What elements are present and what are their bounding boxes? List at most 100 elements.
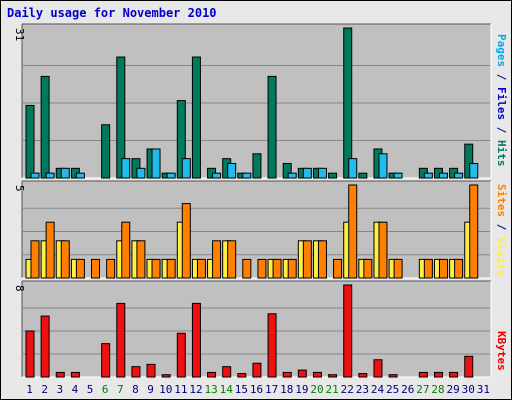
sites-visits-bar-sites-day-27 (423, 258, 433, 279)
kbytes-bar-kbytes-day-3 (55, 371, 65, 378)
pages-files-hits-bar-files-day-2 (45, 172, 55, 179)
pages-files-hits-bar-hits-day-6 (101, 124, 111, 179)
sites-visits-legend-part: / (495, 217, 508, 237)
x-tick-label-day-24: 24 (371, 383, 385, 396)
x-tick-label-day-18: 18 (280, 383, 293, 396)
x-tick-label-day-17: 17 (265, 383, 278, 396)
x-tick-label-day-5: 5 (87, 383, 94, 396)
sites-visits-bar-sites-day-17 (272, 258, 282, 279)
kbytes-bar-kbytes-day-1 (25, 330, 35, 378)
pages-files-hits-bar-files-day-14 (227, 162, 237, 179)
sites-visits-bar-sites-day-2 (45, 221, 55, 279)
kbytes-bar-kbytes-day-12 (191, 302, 201, 378)
pages-files-hits-bar-hits-day-16 (252, 153, 262, 179)
pages-files-hits-bar-files-day-28 (438, 172, 448, 179)
pages-files-hits-bar-files-day-3 (60, 167, 70, 179)
sites-visits-legend: Sites / Visits (495, 184, 508, 277)
x-tick-label-day-6: 6 (102, 383, 109, 396)
pages-files-hits-bar-files-day-20 (317, 167, 327, 179)
pages-files-hits-legend: Pages / Files / Hits (495, 34, 508, 167)
kbytes-bar-kbytes-day-27 (418, 371, 428, 378)
x-tick-label-day-14: 14 (220, 383, 234, 396)
kbytes-bar-kbytes-day-18 (282, 371, 292, 378)
kbytes-plot-area (22, 281, 491, 377)
kbytes-bar-kbytes-day-13 (207, 371, 217, 378)
x-tick-label-day-8: 8 (132, 383, 139, 396)
pages-files-hits-bar-hits-day-21 (328, 172, 338, 179)
x-tick-label-day-3: 3 (57, 383, 64, 396)
sites-visits-bar-sites-day-15 (242, 258, 252, 279)
sites-visits-bar-sites-day-18 (287, 258, 297, 279)
kbytes-bar-kbytes-day-8 (131, 366, 141, 378)
sites-visits-bar-sites-day-19 (302, 240, 312, 279)
kbytes-bar-kbytes-day-28 (433, 371, 443, 378)
x-tick-label-day-9: 9 (147, 383, 154, 396)
x-tick-label-day-20: 20 (310, 383, 323, 396)
kbytes-legend: KBytes (495, 331, 508, 371)
pages-files-hits-bar-hits-day-7 (116, 56, 126, 179)
x-tick-label-day-12: 12 (189, 383, 202, 396)
x-tick-label-day-19: 19 (295, 383, 308, 396)
kbytes-bar-kbytes-day-25 (388, 374, 398, 378)
kbytes-bar-kbytes-day-7 (116, 302, 126, 378)
kbytes-bar-kbytes-day-9 (146, 363, 156, 378)
pages-files-hits-legend-part: / (495, 120, 508, 140)
x-tick-label-day-30: 30 (462, 383, 475, 396)
kbytes-bar-kbytes-day-10 (161, 374, 171, 378)
pages-files-hits-bar-files-day-8 (136, 167, 146, 179)
pages-files-hits-bar-hits-day-17 (267, 75, 277, 179)
pages-files-hits-bar-hits-day-22 (343, 27, 353, 179)
sites-visits-bar-sites-day-7 (121, 221, 131, 279)
kbytes-bar-kbytes-day-2 (40, 315, 50, 378)
kbytes-bar-kbytes-day-11 (176, 332, 186, 378)
pages-files-hits-bar-files-day-7 (121, 158, 131, 179)
kbytes-bar-kbytes-day-20 (312, 371, 322, 378)
sites-visits-bar-sites-day-1 (30, 240, 40, 279)
pages-files-hits-bar-files-day-19 (302, 167, 312, 179)
kbytes-bar-kbytes-day-17 (267, 313, 277, 378)
kbytes-bar-kbytes-day-29 (449, 371, 459, 378)
pages-files-hits-bar-files-day-27 (423, 172, 433, 179)
sites-visits-bar-sites-day-10 (166, 258, 176, 279)
kbytes-legend-part: KBytes (495, 331, 508, 371)
x-tick-label-day-31: 31 (477, 383, 490, 396)
x-tick-label-day-29: 29 (447, 383, 460, 396)
sites-visits-ymax-label: 5 (13, 185, 26, 192)
pages-files-hits-bar-hits-day-18 (282, 162, 292, 179)
pages-files-hits-bar-hits-day-30 (464, 143, 474, 179)
x-tick-label-day-23: 23 (356, 383, 369, 396)
pages-files-hits-bar-hits-day-12 (191, 56, 201, 179)
x-tick-label-day-11: 11 (174, 383, 187, 396)
sites-visits-bar-sites-day-24 (378, 221, 388, 279)
sites-visits-bar-sites-day-12 (196, 258, 206, 279)
kbytes-bar-kbytes-day-30 (464, 355, 474, 378)
pages-files-hits-bar-files-day-15 (242, 172, 252, 179)
sites-visits-bar-sites-day-13 (212, 240, 222, 279)
pages-files-hits-bar-hits-day-2 (40, 75, 50, 179)
pages-files-hits-bar-hits-day-1 (25, 104, 35, 179)
sites-visits-bar-sites-day-23 (363, 258, 373, 279)
x-tick-label-day-25: 25 (386, 383, 399, 396)
x-tick-label-day-22: 22 (341, 383, 354, 396)
pages-files-hits-bar-files-day-29 (454, 172, 464, 179)
sites-visits-bar-sites-day-25 (393, 258, 403, 279)
x-tick-label-day-21: 21 (326, 383, 339, 396)
kbytes-bar-kbytes-day-22 (343, 284, 353, 378)
pages-files-hits-legend-part: / (495, 67, 508, 87)
kbytes-bar-kbytes-day-4 (70, 371, 80, 378)
pages-files-hits-bar-files-day-25 (393, 172, 403, 179)
kbytes-bar-kbytes-day-16 (252, 362, 262, 378)
sites-visits-bar-sites-day-21 (333, 258, 343, 279)
sites-visits-bar-sites-day-20 (317, 240, 327, 279)
sites-visits-legend-part: Sites (495, 184, 508, 217)
kbytes-bar-kbytes-day-14 (222, 366, 232, 378)
x-tick-label-day-1: 1 (26, 383, 33, 396)
x-tick-label-day-15: 15 (235, 383, 248, 396)
sites-visits-bar-sites-day-30 (469, 184, 479, 279)
pages-files-hits-bar-files-day-18 (287, 172, 297, 179)
kbytes-bar-kbytes-day-23 (358, 373, 368, 378)
pages-files-hits-bar-files-day-9 (151, 148, 161, 179)
pages-files-hits-bar-files-day-1 (30, 172, 40, 179)
x-tick-label-day-2: 2 (41, 383, 48, 396)
